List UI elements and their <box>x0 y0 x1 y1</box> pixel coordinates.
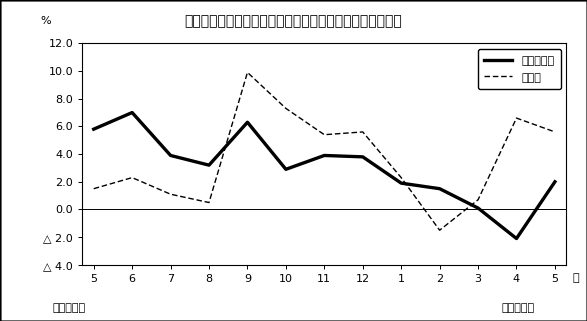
Text: 第２図　所定外労働時間対前年比の推移（規模５人以上）: 第２図 所定外労働時間対前年比の推移（規模５人以上） <box>185 14 402 29</box>
Legend: 調査産業計, 製造業: 調査産業計, 製造業 <box>478 49 561 89</box>
Text: %: % <box>41 16 51 26</box>
Text: 平成１８年: 平成１８年 <box>53 303 86 313</box>
Text: 平成１９年: 平成１９年 <box>501 303 534 313</box>
Text: 月: 月 <box>572 273 579 283</box>
